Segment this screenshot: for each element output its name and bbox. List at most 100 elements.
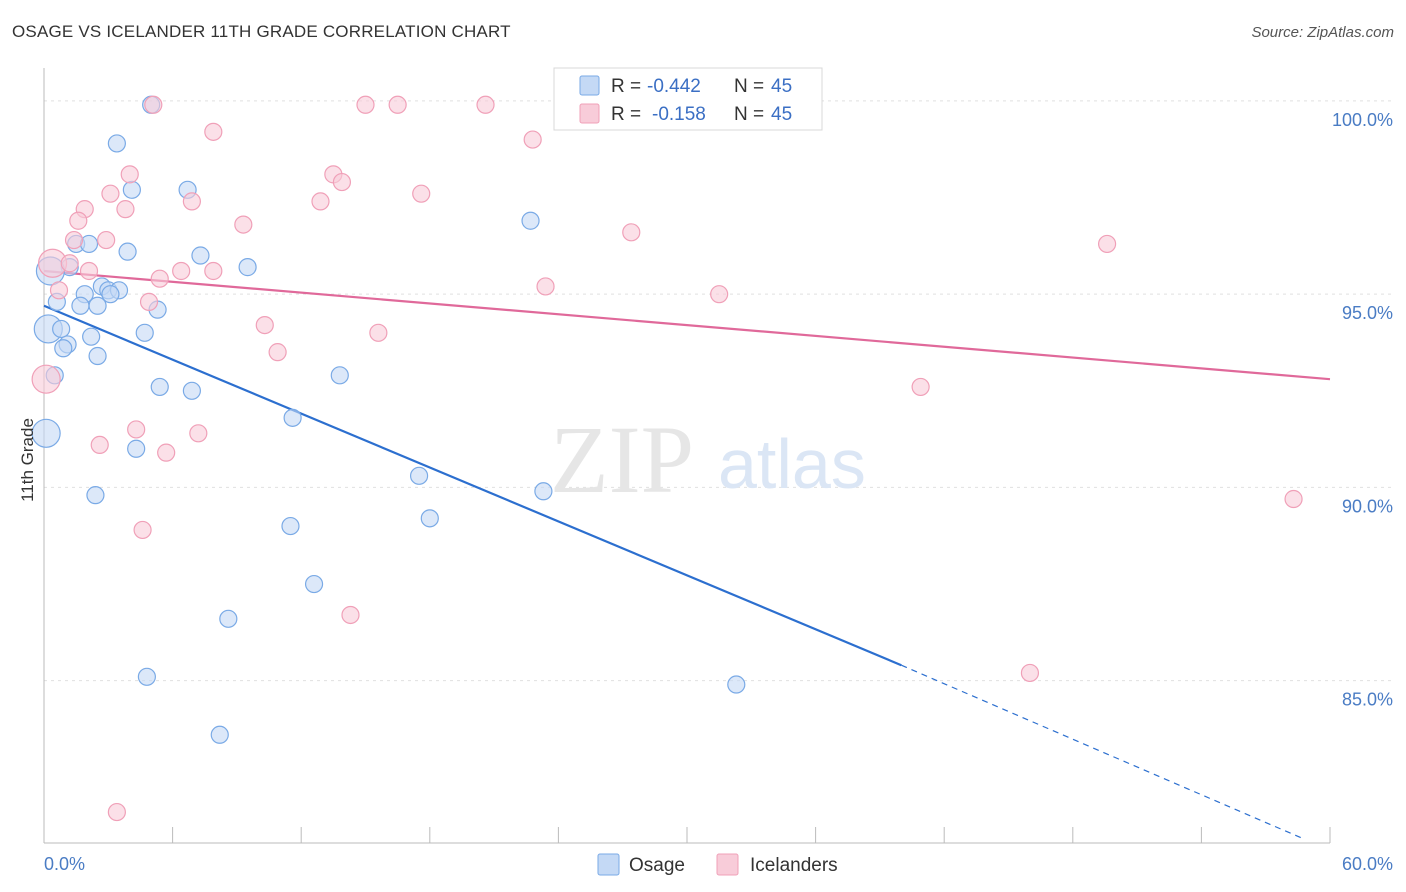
chart-title: OSAGE VS ICELANDER 11TH GRADE CORRELATIO… bbox=[12, 22, 511, 41]
point-icelanders-44 bbox=[107, 802, 126, 822]
legend-label-icelanders: Icelanders bbox=[750, 855, 838, 876]
y-tick-label-3: 85.0% bbox=[1342, 690, 1393, 710]
point-icelanders-17 bbox=[622, 223, 641, 242]
point-osage-39 bbox=[281, 516, 300, 536]
legend-label-osage: Osage bbox=[629, 855, 685, 876]
point-osage-35 bbox=[409, 466, 429, 485]
watermark-zip: ZIP bbox=[550, 406, 694, 513]
point-icelanders-27 bbox=[536, 277, 555, 296]
point-icelanders-33 bbox=[268, 343, 287, 362]
point-icelanders-42 bbox=[341, 605, 360, 625]
point-osage-30 bbox=[150, 377, 169, 397]
point-osage-22 bbox=[52, 319, 71, 339]
legend-swatch-osage bbox=[597, 853, 620, 876]
point-icelanders-26 bbox=[150, 269, 169, 288]
point-icelanders-30 bbox=[139, 292, 159, 311]
point-icelanders-4 bbox=[204, 122, 223, 141]
point-icelanders-29 bbox=[710, 285, 729, 304]
point-icelanders-34 bbox=[31, 364, 61, 394]
point-osage-32 bbox=[283, 408, 302, 427]
point-osage-41 bbox=[219, 609, 238, 628]
y-tick-label-1: 95.0% bbox=[1342, 303, 1393, 323]
x-tick-label-min: 0.0% bbox=[44, 854, 85, 874]
point-osage-1 bbox=[107, 134, 126, 153]
point-osage-38 bbox=[420, 509, 439, 528]
point-osage-18 bbox=[88, 296, 107, 315]
point-osage-40 bbox=[304, 574, 324, 594]
point-icelanders-31 bbox=[255, 315, 274, 335]
point-osage-44 bbox=[210, 725, 229, 744]
stats-r-value-icelanders: -0.158 bbox=[652, 104, 706, 125]
point-osage-26 bbox=[54, 339, 73, 358]
point-icelanders-5 bbox=[523, 130, 542, 149]
point-icelanders-37 bbox=[189, 424, 208, 443]
y-tick-labels: 100.0% 95.0% 90.0% 85.0% bbox=[1332, 110, 1393, 710]
stats-n-label-icelanders: N = bbox=[734, 104, 764, 125]
point-icelanders-39 bbox=[157, 443, 176, 462]
legend-swatch-icelanders bbox=[716, 853, 739, 876]
y-tick-label-2: 90.0% bbox=[1342, 496, 1393, 516]
stats-n-value-osage: 45 bbox=[771, 76, 792, 97]
point-icelanders-11 bbox=[182, 192, 201, 211]
point-icelanders-24 bbox=[172, 261, 191, 281]
point-osage-24 bbox=[82, 327, 101, 346]
point-osage-2 bbox=[122, 180, 141, 199]
point-osage-11 bbox=[521, 211, 540, 230]
point-osage-34 bbox=[127, 439, 146, 458]
data-points bbox=[31, 95, 1303, 822]
point-icelanders-0 bbox=[144, 95, 163, 114]
series-icelanders bbox=[31, 95, 1303, 822]
point-icelanders-14 bbox=[116, 200, 135, 219]
trend-line-extension-osage bbox=[901, 664, 1305, 840]
stats-r-label-osage: R = bbox=[611, 76, 641, 97]
point-icelanders-43 bbox=[1020, 663, 1040, 683]
point-icelanders-25 bbox=[204, 261, 223, 281]
axes bbox=[43, 68, 1331, 844]
point-osage-42 bbox=[137, 667, 156, 686]
point-icelanders-23 bbox=[79, 261, 99, 281]
trend-line-icelanders bbox=[43, 269, 1331, 381]
point-icelanders-19 bbox=[97, 230, 116, 250]
point-osage-33 bbox=[31, 418, 61, 448]
stats-n-label-osage: N = bbox=[734, 76, 764, 97]
point-osage-15 bbox=[101, 285, 120, 304]
point-osage-27 bbox=[88, 346, 107, 366]
y-axis-title: 11th Grade bbox=[18, 418, 37, 502]
point-icelanders-28 bbox=[49, 281, 69, 300]
point-osage-29 bbox=[330, 366, 349, 385]
point-osage-36 bbox=[534, 482, 553, 501]
point-icelanders-16 bbox=[234, 215, 253, 234]
point-icelanders-22 bbox=[60, 254, 79, 273]
point-icelanders-8 bbox=[332, 172, 352, 192]
point-osage-7 bbox=[191, 246, 210, 265]
point-osage-19 bbox=[71, 296, 90, 315]
point-osage-5 bbox=[79, 234, 99, 254]
point-icelanders-2 bbox=[388, 95, 407, 114]
x-tick-label-max: 60.0% bbox=[1342, 854, 1393, 874]
point-icelanders-6 bbox=[120, 165, 139, 184]
stats-legend: R = -0.442 N = 45 R = -0.158 N = 45 bbox=[553, 67, 823, 131]
point-icelanders-18 bbox=[64, 230, 84, 250]
point-icelanders-38 bbox=[90, 435, 109, 455]
trend-line-osage bbox=[43, 304, 902, 667]
stats-r-value-osage: -0.442 bbox=[647, 76, 701, 97]
point-icelanders-40 bbox=[1284, 489, 1303, 509]
point-icelanders-35 bbox=[911, 377, 930, 397]
stats-legend-swatch-osage bbox=[579, 75, 600, 96]
point-icelanders-9 bbox=[101, 184, 120, 203]
trend-lines bbox=[43, 269, 1331, 840]
point-icelanders-20 bbox=[1097, 234, 1117, 254]
point-osage-43 bbox=[727, 675, 746, 694]
chart-source: Source: ZipAtlas.com bbox=[1251, 24, 1394, 41]
x-tick-labels: 0.0% 60.0% bbox=[44, 854, 1393, 874]
point-osage-23 bbox=[135, 323, 154, 342]
point-icelanders-41 bbox=[133, 520, 152, 540]
stats-legend-swatch-icelanders bbox=[579, 103, 600, 124]
y-tick-label-0: 100.0% bbox=[1332, 110, 1393, 130]
point-icelanders-15 bbox=[69, 211, 88, 230]
point-icelanders-3 bbox=[476, 95, 495, 114]
series-legend: Osage Icelanders bbox=[597, 853, 838, 876]
watermark: ZIP atlas bbox=[550, 406, 866, 513]
watermark-atlas: atlas bbox=[718, 425, 866, 503]
